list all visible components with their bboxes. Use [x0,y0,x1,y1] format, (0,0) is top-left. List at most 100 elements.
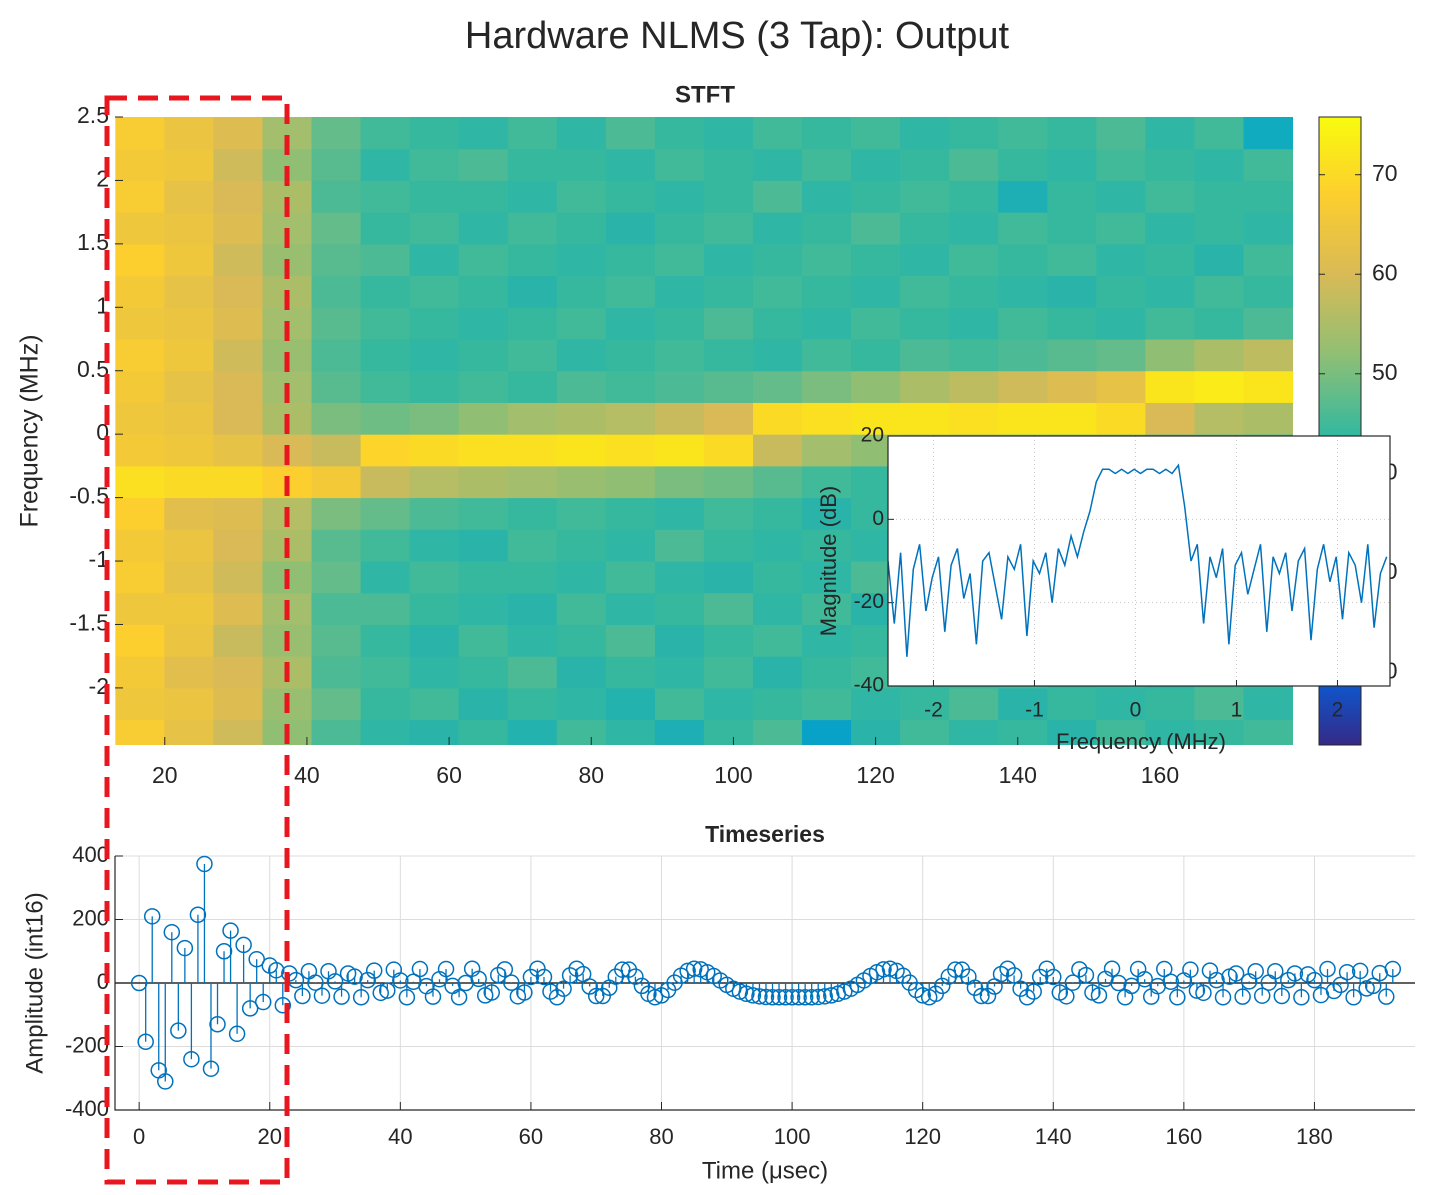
heat-cell [1047,117,1097,150]
heat-cell [115,624,165,657]
heat-cell [1243,212,1294,245]
heat-cell [556,719,607,745]
x-tick-label: -2 [924,699,943,722]
heat-cell [998,370,1048,403]
heat-cell [802,307,852,340]
stem-marker [1110,974,1127,992]
heat-cell [949,370,999,403]
heat-cell [507,339,558,372]
stem-marker [379,982,396,999]
heat-cell [458,212,509,245]
stem-marker [973,987,990,1005]
heat-cell [1145,148,1195,181]
heat-cell [311,687,362,721]
heat-cell [115,497,165,530]
heat-cell [654,243,705,277]
heat-cell [556,212,607,245]
heat-cell [654,529,705,562]
heat-cell [213,402,263,435]
heat-cell [360,402,411,435]
heat-cell [949,339,999,372]
heat-cell [458,465,509,499]
heat-cell [311,307,362,340]
heat-cell [213,339,263,372]
heat-cell [802,687,852,721]
heat-cell [507,624,558,657]
stem-marker [333,988,350,1005]
heat-cell [507,465,558,499]
stem-marker [783,989,801,1006]
heat-cell [1145,212,1195,245]
heat-cell [213,624,263,657]
heat-cell [1145,719,1195,745]
stem-marker [1208,971,1225,989]
heat-cell [409,592,460,625]
heat-cell [654,561,705,594]
stem-marker [1253,987,1271,1004]
heat-cell [1047,212,1097,245]
heat-cell [409,465,460,499]
heat-cell [851,370,901,403]
heat-cell [311,592,362,625]
heat-cell [1194,719,1244,745]
y-tick-label: -200 [65,1032,109,1057]
heat-cell [164,339,214,372]
heat-cell [556,307,607,340]
stem-marker [372,984,389,1002]
heat-cell [654,370,705,403]
heat-cell [164,656,214,689]
heat-cell [752,275,803,308]
heat-cell [556,465,607,499]
figure-title: Hardware NLMS (3 Tap): Output [465,15,1010,57]
stem-marker [777,989,794,1006]
heat-cell [213,497,263,530]
heat-cell [458,180,509,213]
heat-cell [851,212,901,245]
stem-marker [1031,968,1049,986]
heat-cell [360,212,411,245]
heat-cell [507,148,558,181]
heat-cell [654,719,705,745]
heat-cell [703,212,754,245]
stem-marker [1123,977,1140,995]
heat-cell [311,402,362,435]
heat-cell [409,434,460,467]
heat-cell [360,687,411,721]
heat-cell [1047,148,1097,181]
heat-cell [752,656,803,689]
heat-cell [311,148,362,181]
heat-cell [458,687,509,721]
heat-cell [556,402,607,435]
heat-cell [164,497,214,530]
stem-marker [966,979,984,997]
heat-cell [802,434,852,467]
heat-cell [703,465,754,499]
heat-cell [654,148,705,181]
stem-marker [614,961,631,978]
x-tick-label: 60 [519,1124,543,1149]
heat-cell [164,212,214,245]
heat-cell [703,117,754,150]
heat-cell [1194,148,1244,181]
stem-marker [751,988,768,1005]
heat-cell [605,243,656,277]
heat-cell [311,212,362,245]
heat-cell [360,624,411,657]
stem-marker [744,987,762,1004]
heat-cell [311,529,362,562]
heat-cell [998,212,1048,245]
heat-cell [507,592,558,625]
heat-cell [164,117,214,150]
stem-marker [215,943,233,960]
heat-cell [311,497,362,530]
highlight [104,95,290,1185]
heat-cell [654,402,705,435]
heat-cell [164,592,214,625]
heat-cell [949,719,999,745]
heat-cell [360,243,411,277]
heat-cell [998,719,1048,745]
x-tick-label: 60 [436,762,462,788]
heat-cell [802,339,852,372]
stem-marker [646,989,664,1006]
x-tick-label: 80 [649,1124,673,1149]
